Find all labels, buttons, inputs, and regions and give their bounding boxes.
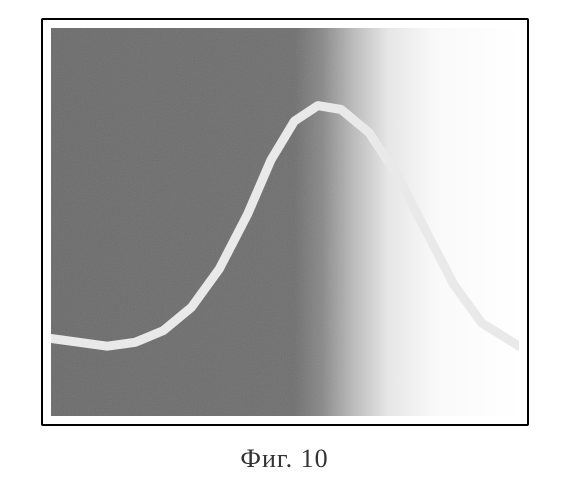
- figure-caption: Фиг. 10: [240, 444, 328, 474]
- plot-area: [51, 28, 519, 416]
- noise-overlay: [51, 28, 341, 416]
- figure-frame: [41, 18, 529, 426]
